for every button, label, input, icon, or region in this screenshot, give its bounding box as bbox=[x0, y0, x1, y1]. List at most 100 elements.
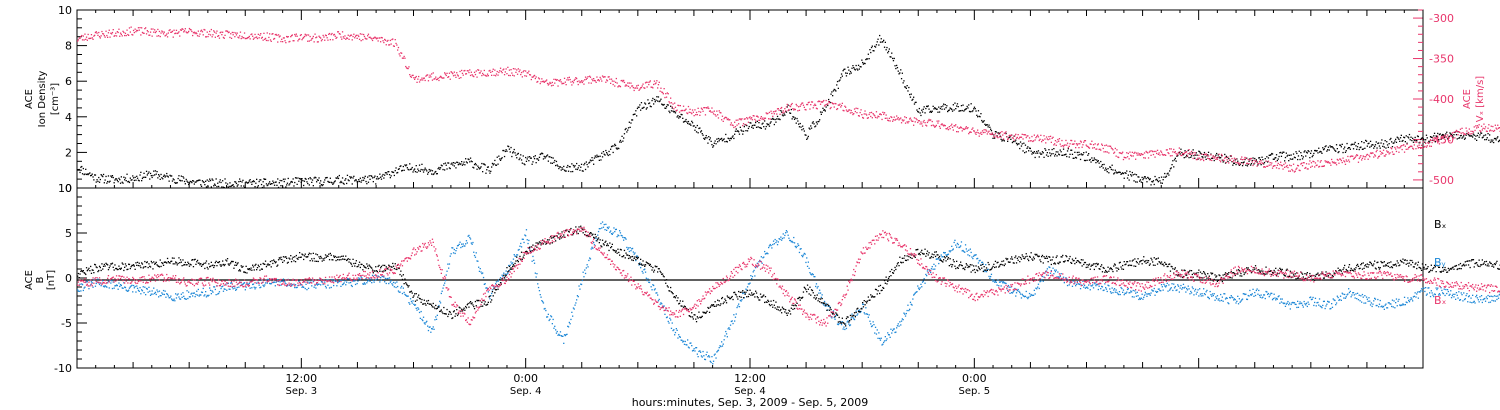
velocity-point bbox=[346, 37, 348, 39]
velocity-point bbox=[1000, 136, 1002, 138]
density-point bbox=[1016, 144, 1018, 146]
by-point bbox=[832, 310, 835, 312]
density-point bbox=[254, 186, 256, 188]
velocity-point bbox=[397, 49, 399, 51]
density-point bbox=[1073, 157, 1075, 159]
velocity-point bbox=[1033, 134, 1035, 136]
by-point bbox=[581, 279, 583, 282]
velocity-point bbox=[758, 119, 760, 121]
density-point bbox=[1375, 141, 1377, 143]
by-point bbox=[569, 323, 571, 325]
density-point bbox=[218, 181, 221, 183]
velocity-point bbox=[986, 133, 988, 135]
by-point bbox=[224, 288, 226, 290]
density-point bbox=[363, 179, 365, 181]
velocity-point bbox=[607, 76, 609, 78]
by-point bbox=[469, 238, 472, 240]
density-point bbox=[1207, 151, 1210, 153]
velocity-point bbox=[621, 79, 623, 82]
density-point bbox=[1052, 153, 1054, 155]
velocity-point bbox=[659, 90, 661, 92]
density-point bbox=[1335, 144, 1338, 146]
velocity-point bbox=[1261, 162, 1263, 164]
by-point bbox=[577, 296, 579, 298]
density-point bbox=[344, 179, 346, 181]
density-point bbox=[798, 123, 800, 125]
velocity-point bbox=[753, 115, 755, 117]
density-point bbox=[725, 133, 727, 136]
density-point bbox=[801, 129, 803, 131]
velocity-point bbox=[1032, 140, 1035, 142]
velocity-point bbox=[1297, 164, 1299, 167]
density-point bbox=[558, 167, 560, 170]
by-point bbox=[399, 291, 401, 293]
density-point bbox=[852, 65, 854, 67]
by-point bbox=[941, 256, 943, 258]
velocity-point bbox=[698, 110, 700, 113]
velocity-point bbox=[938, 125, 941, 128]
velocity-point bbox=[764, 117, 766, 119]
by-point bbox=[624, 237, 626, 239]
velocity-point bbox=[1280, 161, 1282, 163]
velocity-point bbox=[882, 111, 884, 113]
density-point bbox=[1049, 155, 1052, 157]
velocity-point bbox=[1283, 163, 1285, 166]
density-point bbox=[772, 118, 775, 120]
by-point bbox=[687, 339, 689, 341]
density-point bbox=[895, 67, 897, 70]
density-point bbox=[96, 179, 98, 181]
velocity-point bbox=[277, 41, 279, 43]
velocity-point bbox=[1395, 148, 1397, 150]
density-point bbox=[240, 185, 242, 187]
velocity-point bbox=[1151, 150, 1153, 152]
velocity-point bbox=[1209, 159, 1211, 161]
velocity-point bbox=[340, 36, 342, 38]
density-point bbox=[1365, 139, 1367, 142]
density-point bbox=[832, 90, 835, 92]
by-point bbox=[748, 283, 750, 285]
velocity-point bbox=[96, 32, 98, 34]
density-point bbox=[933, 108, 935, 110]
density-point bbox=[1431, 136, 1433, 138]
velocity-point bbox=[529, 74, 532, 76]
velocity-point bbox=[392, 38, 394, 40]
by-point bbox=[707, 356, 709, 358]
velocity-point bbox=[450, 71, 452, 73]
by-point bbox=[778, 238, 780, 240]
velocity-point bbox=[1374, 155, 1377, 157]
density-point bbox=[522, 155, 524, 157]
by-point bbox=[334, 280, 336, 282]
velocity-point bbox=[892, 119, 895, 121]
by-point bbox=[275, 281, 277, 283]
density-point bbox=[836, 84, 838, 86]
density-point bbox=[1177, 154, 1179, 157]
by-point bbox=[934, 268, 936, 270]
velocity-point bbox=[836, 108, 838, 111]
velocity-point bbox=[243, 32, 246, 34]
velocity-point bbox=[1233, 159, 1235, 162]
by-point bbox=[165, 296, 167, 298]
velocity-point bbox=[205, 36, 208, 38]
by-point bbox=[495, 283, 497, 285]
velocity-point bbox=[1130, 155, 1133, 157]
density-point bbox=[1159, 180, 1161, 182]
velocity-point bbox=[1144, 157, 1146, 159]
velocity-point bbox=[593, 78, 595, 80]
density-point bbox=[145, 170, 148, 172]
density-point bbox=[317, 179, 319, 181]
density-point bbox=[83, 173, 85, 176]
by-point bbox=[621, 235, 623, 237]
velocity-point bbox=[866, 114, 868, 116]
density-point bbox=[708, 136, 710, 138]
density-point bbox=[779, 118, 781, 121]
density-point bbox=[1260, 164, 1262, 166]
density-point bbox=[469, 157, 472, 159]
by-point bbox=[536, 273, 538, 275]
density-point bbox=[1220, 157, 1222, 159]
velocity-point bbox=[502, 69, 504, 71]
velocity-point bbox=[930, 124, 933, 127]
density-point bbox=[135, 179, 137, 181]
by-point bbox=[363, 282, 366, 284]
density-point bbox=[544, 157, 546, 159]
velocity-point bbox=[1394, 146, 1396, 149]
